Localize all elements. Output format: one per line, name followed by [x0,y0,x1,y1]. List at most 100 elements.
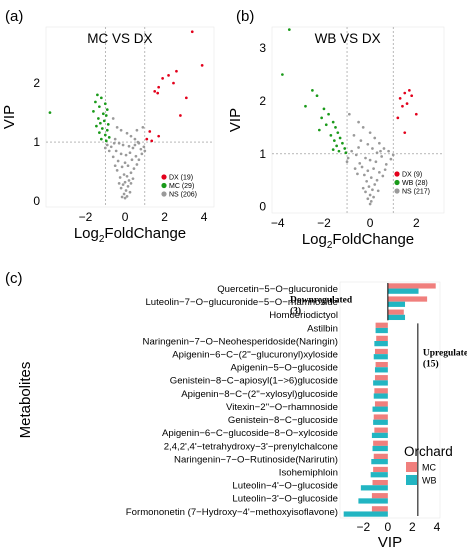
point-ns-40 [122,192,126,196]
bar-wb-13 [371,459,388,465]
x-axis-label-c: VIP [378,534,402,550]
point-ns-36 [369,200,373,203]
bar-wb-3 [375,327,388,334]
point-mc-15 [100,127,104,130]
point-ns-30 [122,173,126,176]
point-ns-50 [107,149,111,153]
upregulated-label: Upregulated [423,348,467,358]
point-ns-8 [359,139,363,142]
bar-wb-7 [373,380,388,386]
point-ns-8 [135,128,139,132]
legend-swatch-b-ns [394,188,400,194]
point-ns-2 [361,126,365,129]
point-ns-15 [380,155,384,158]
point-dx-8 [403,131,407,135]
point-ns-14 [109,145,113,149]
point-dx-11 [148,130,152,133]
ticks-b: −4 −2 0 2 0 1 2 3 [259,41,420,230]
point-mc-14 [95,124,98,128]
point-ns-33 [368,193,372,197]
bar-wb-2 [387,314,406,321]
point-ns-0 [111,117,115,120]
x-axis-label-a: Log2FoldChange [74,225,186,245]
point-mc-20 [99,137,103,141]
point-wb-9 [324,123,328,127]
point-ns-7 [141,125,145,129]
point-dx-8 [156,91,160,95]
point-ns-27 [375,178,379,182]
point-ns-46 [391,153,395,157]
point-ns-43 [353,167,357,170]
x-axis-label-b-sub: 2 [327,240,333,251]
bar-mc-17 [371,506,388,512]
bar-wb-15 [360,485,388,491]
point-ns-48 [135,163,139,166]
bar-mc-12 [373,440,388,446]
x-axis-label-b-main: Log [302,231,327,248]
point-ns-27 [132,167,136,170]
point-wb-15 [332,139,336,142]
point-wb-1 [281,73,284,76]
point-wb-2 [311,89,314,92]
bar-mc-2 [387,309,404,315]
category-label-10: Genistein−8−C−glucoside [228,415,338,426]
point-dx-13 [145,137,149,141]
point-ns-20 [384,163,388,166]
point-ns-37 [368,202,372,206]
category-labels: Quercetin−5−O−glucuronide Luteolin−7−O−gl… [126,284,338,518]
point-dx-4 [405,102,409,105]
point-ns-52 [105,143,109,147]
legend-label-mc: MC [422,463,436,473]
point-ns-28 [365,179,369,183]
point-ns-14 [354,153,358,157]
point-mc-17 [98,131,101,134]
threshold-lines-a [46,27,214,207]
point-ns-7 [352,133,356,137]
category-label-17: Formononetin (7−Hydroxy−4'−methoxyisofla… [126,507,338,518]
x-axis-label-a-sub: 2 [99,234,105,245]
point-ns-17 [368,158,372,162]
point-ns-1 [357,120,360,124]
points-b [281,28,418,206]
point-ns-54 [143,149,147,153]
point-dx-1 [200,64,204,67]
y-tick-label-a-2: 2 [33,76,40,90]
point-ns-45 [346,156,350,160]
point-mc-2 [99,96,103,100]
point-mc-1 [96,93,99,97]
bar-mc-7 [374,375,388,381]
bar-wb-6 [374,367,388,373]
point-dx-2 [175,69,178,73]
point-dx-10 [179,114,182,117]
point-ns-23 [366,169,370,173]
point-mc-3 [94,100,97,104]
legend-swatch-a-dx [161,174,167,180]
legend-swatch-b-wb [394,179,400,186]
point-dx-3 [167,74,170,77]
point-ns-11 [375,151,379,155]
y-tick-label-b-1: 1 [259,147,266,161]
category-label-6: Apigenin−5−O−glucoside [231,363,338,374]
bar-mc-10 [373,414,388,420]
category-label-1: Luteolin−7−O−glucuronide−5−O−rhamnoside [145,297,338,308]
plot-area-b [271,26,445,214]
point-dx-12 [157,134,161,138]
category-label-2: Homoeriodictyol [269,310,338,321]
bars-c [343,283,436,517]
point-ns-30 [367,185,371,188]
legend-b: DX (9)WB (28) NS (217) [394,171,430,196]
point-ns-44 [389,157,393,161]
point-wb-8 [331,120,335,124]
point-wb-17 [335,144,338,148]
point-ns-56 [133,143,137,147]
point-mc-18 [103,133,107,137]
point-ns-26 [120,165,124,169]
point-ns-24 [123,161,127,165]
point-ns-49 [357,146,360,149]
point-wb-21 [344,151,348,155]
x-tick-label-a-3: 4 [201,210,208,224]
point-ns-4 [373,136,377,140]
point-wb-18 [343,147,347,150]
x-tick-label-c-3: 4 [434,520,441,534]
